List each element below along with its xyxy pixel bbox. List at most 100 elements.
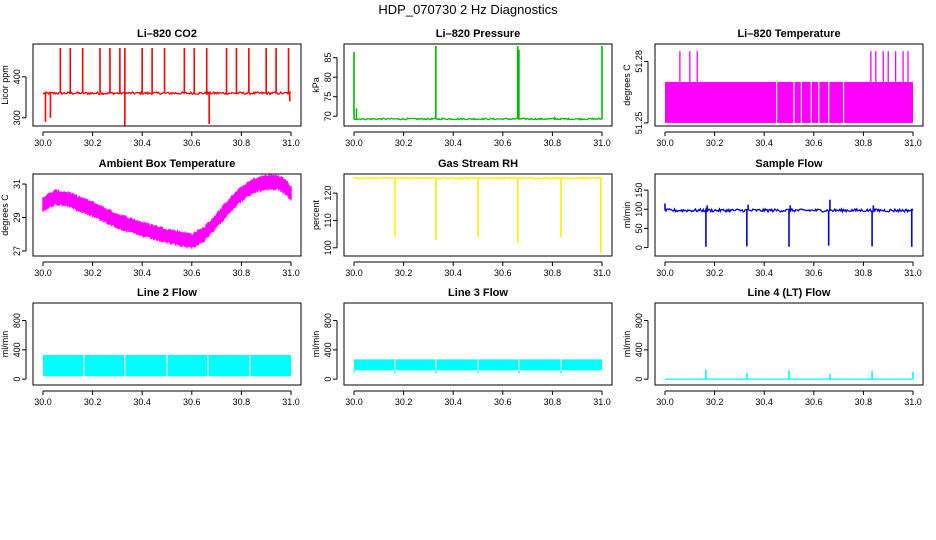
plot-frame bbox=[654, 43, 924, 127]
x-tick-label: 31.0 bbox=[593, 268, 611, 278]
x-tick-label: 30.0 bbox=[34, 138, 52, 148]
y-axis-label: degrees C bbox=[0, 194, 10, 236]
y-axis-label: kPa bbox=[311, 77, 321, 93]
panel-title: Line 3 Flow bbox=[448, 287, 508, 299]
y-tick-label: 51.25 bbox=[634, 112, 644, 135]
y-tick-label: 300 bbox=[12, 110, 22, 125]
x-tick-label: 31.0 bbox=[282, 397, 300, 407]
x-tick-label: 30.6 bbox=[183, 268, 201, 278]
plot-frame bbox=[32, 173, 302, 257]
data-layer bbox=[664, 199, 914, 247]
panel-title: Sample Flow bbox=[755, 158, 823, 170]
y-tick-label: 29 bbox=[12, 213, 22, 223]
data-layer bbox=[43, 353, 291, 378]
plot-frame bbox=[343, 302, 613, 386]
plot-frame bbox=[654, 302, 924, 386]
y-axis-label: ml/min bbox=[0, 331, 10, 358]
panel-title: Li–820 Pressure bbox=[436, 28, 520, 40]
y-tick-label: 400 bbox=[12, 69, 22, 84]
y-tick-label: 0 bbox=[12, 377, 22, 382]
x-tick-label: 30.0 bbox=[656, 268, 674, 278]
x-tick-label: 30.6 bbox=[183, 138, 201, 148]
x-tick-label: 30.2 bbox=[395, 138, 413, 148]
y-tick-label: 100 bbox=[634, 202, 644, 217]
plot-frame bbox=[32, 43, 302, 127]
x-tick-label: 30.2 bbox=[706, 397, 724, 407]
x-tick-label: 30.0 bbox=[34, 397, 52, 407]
x-tick-label: 30.4 bbox=[755, 397, 773, 407]
y-tick-label: 800 bbox=[634, 313, 644, 328]
figure-title: HDP_070730 2 Hz Diagnostics bbox=[378, 2, 558, 17]
x-tick-label: 31.0 bbox=[904, 268, 922, 278]
y-tick-label: 70 bbox=[323, 111, 333, 121]
panel-1: Li–820 CO2 30.0 30.2 30.4 30.6 30.8 31.0 300 400… bbox=[0, 28, 302, 148]
band-area bbox=[42, 174, 292, 249]
y-tick-label: 120 bbox=[323, 186, 333, 201]
series-line bbox=[353, 117, 603, 121]
x-tick-label: 30.2 bbox=[706, 138, 724, 148]
y-tick-label: 85 bbox=[323, 53, 333, 63]
x-tick-label: 30.0 bbox=[656, 397, 674, 407]
y-axis-label: degrees C bbox=[622, 64, 632, 106]
x-tick-label: 30.2 bbox=[84, 268, 102, 278]
x-tick-label: 30.4 bbox=[755, 268, 773, 278]
x-tick-label: 30.4 bbox=[755, 138, 773, 148]
x-tick-label: 30.0 bbox=[34, 268, 52, 278]
y-tick-label: 100 bbox=[323, 240, 333, 255]
data-layer bbox=[665, 51, 913, 124]
x-tick-label: 30.0 bbox=[656, 138, 674, 148]
x-tick-label: 30.6 bbox=[805, 138, 823, 148]
panel-title: Line 2 Flow bbox=[137, 287, 197, 299]
x-tick-label: 30.4 bbox=[444, 397, 462, 407]
x-tick-label: 30.6 bbox=[805, 397, 823, 407]
x-tick-label: 30.0 bbox=[345, 268, 363, 278]
y-tick-label: 0 bbox=[634, 377, 644, 382]
panel-3: Li–820 Temperature 30.0 30.2 30.4 30.6 30.8 31… bbox=[622, 28, 924, 148]
panel-4: Ambient Box Temperature 30.0 30.2 30.4 30.6 3… bbox=[0, 158, 302, 278]
panel-title: Ambient Box Temperature bbox=[99, 158, 236, 170]
data-layer bbox=[353, 358, 602, 374]
y-tick-label: 31 bbox=[12, 179, 22, 189]
x-tick-label: 30.8 bbox=[855, 138, 873, 148]
panel-5: Gas Stream RH 30.0 30.2 30.4 30.6 30.8 31.0 100… bbox=[311, 158, 613, 278]
y-tick-label: 27 bbox=[12, 246, 22, 256]
panel-title: Gas Stream RH bbox=[438, 158, 518, 170]
y-tick-label: 800 bbox=[323, 313, 333, 328]
y-tick-label: 110 bbox=[323, 213, 333, 227]
panel-title: Line 4 (LT) Flow bbox=[748, 287, 831, 299]
panel-7: Line 2 Flow 30.0 30.2 30.4 30.6 30.8 31.0 0 400 8… bbox=[0, 287, 302, 407]
y-tick-label: 400 bbox=[634, 342, 644, 357]
x-tick-label: 30.2 bbox=[395, 397, 413, 407]
panel-2: Li–820 Pressure 30.0 30.2 30.4 30.6 30.8 31.0 7… bbox=[311, 28, 613, 148]
x-tick-label: 30.8 bbox=[233, 397, 251, 407]
x-tick-label: 30.2 bbox=[84, 397, 102, 407]
y-tick-label: 400 bbox=[12, 342, 22, 357]
y-tick-label: 50 bbox=[634, 223, 644, 233]
x-tick-label: 30.8 bbox=[544, 397, 562, 407]
y-tick-label: 75 bbox=[323, 92, 333, 102]
y-axis-label: Licor ppm bbox=[0, 65, 10, 105]
panel-title: Li–820 CO2 bbox=[137, 28, 197, 40]
plot-frame bbox=[32, 302, 302, 386]
x-tick-label: 30.8 bbox=[233, 138, 251, 148]
panel-8: Line 3 Flow 30.0 30.2 30.4 30.6 30.8 31.0 0 400 8… bbox=[311, 287, 613, 407]
x-tick-label: 30.6 bbox=[494, 268, 512, 278]
panel-title: Li–820 Temperature bbox=[737, 28, 840, 40]
x-tick-label: 31.0 bbox=[904, 138, 922, 148]
x-tick-label: 31.0 bbox=[593, 138, 611, 148]
data-layer bbox=[353, 45, 603, 121]
x-tick-label: 30.6 bbox=[805, 268, 823, 278]
x-tick-label: 31.0 bbox=[593, 397, 611, 407]
y-tick-label: 150 bbox=[634, 183, 644, 198]
y-tick-label: 0 bbox=[323, 377, 333, 382]
x-tick-label: 30.4 bbox=[133, 138, 151, 148]
x-tick-label: 31.0 bbox=[904, 397, 922, 407]
y-tick-label: 51.28 bbox=[634, 50, 644, 73]
x-tick-label: 30.4 bbox=[133, 268, 151, 278]
data-layer bbox=[353, 176, 603, 254]
panel-9: Line 4 (LT) Flow 30.0 30.2 30.4 30.6 30.8 31.0… bbox=[622, 287, 924, 407]
y-axis-label: percent bbox=[311, 199, 321, 230]
x-tick-label: 30.4 bbox=[444, 138, 462, 148]
